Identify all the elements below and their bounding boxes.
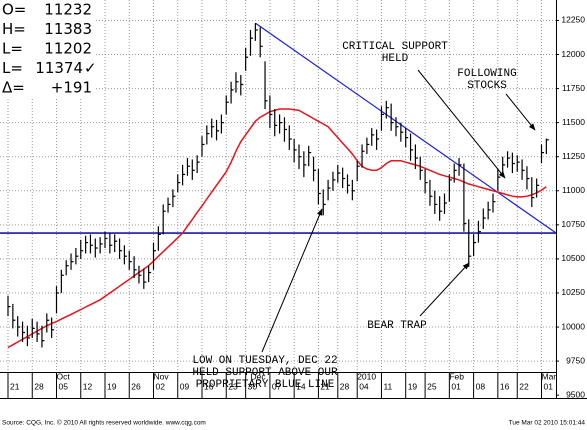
x-tick-label: 21	[320, 381, 330, 391]
month-label: Mar	[542, 371, 557, 381]
x-tick-label: 30	[248, 381, 258, 391]
info-label: Δ=	[2, 79, 25, 97]
x-tick-label: 12	[83, 381, 93, 391]
annotation: HELD	[382, 53, 409, 65]
x-tick-label: 22	[519, 381, 529, 391]
info-value: 11374	[35, 59, 83, 77]
y-tick-label: 11500	[562, 117, 585, 127]
info-flag: ✓	[84, 59, 97, 77]
arrow	[505, 93, 536, 131]
y-tick-label: 10500	[561, 253, 585, 263]
x-tick-label: 11	[383, 381, 392, 391]
info-value: 11232	[44, 1, 92, 19]
timestamp: Tue Mar 02 2010 15:01:44	[509, 420, 586, 427]
annotation: BEAR TRAP	[367, 320, 427, 332]
x-tick-label: 07	[272, 381, 282, 391]
x-tick-label: 26	[131, 381, 141, 391]
annotation: PROPRIETARY BLUE LINE	[196, 379, 335, 391]
info-value: +191	[51, 79, 92, 97]
y-tick-label: 10000	[561, 321, 585, 331]
x-tick-label: 16	[500, 381, 510, 391]
plot	[0, 22, 557, 349]
arrow	[261, 208, 323, 353]
annotation: CRITICAL SUPPORT	[342, 41, 448, 53]
month-label: Oct	[57, 371, 71, 381]
labels: 9500975010000102501050010750110001125011…	[10, 15, 585, 400]
annotation: HELD SUPPORT ABOVE OUR	[192, 367, 338, 379]
x-tick-label: 09	[180, 381, 190, 391]
annotation: LOW ON TUESDAY, DEC 22	[192, 355, 337, 367]
axes	[0, 0, 587, 399]
annotation: STOCKS	[467, 80, 507, 92]
x-tick-label: 08	[476, 381, 486, 391]
x-tick-label: 25	[427, 381, 437, 391]
arrow	[417, 69, 506, 179]
annotation: FOLLOWING	[457, 68, 516, 80]
y-tick-label: 10750	[561, 219, 585, 229]
info-label: L=	[2, 59, 23, 77]
x-tick-label: 19	[107, 381, 117, 391]
x-tick-label: 28	[340, 381, 350, 391]
y-tick-label: 10250	[561, 287, 585, 297]
x-tick-label: 23	[228, 381, 238, 391]
info: O= 11232 H= 11383 L= 11202 L= 11374 ✓ Δ= +191	[2, 1, 97, 97]
x-tick-label: 16	[204, 381, 214, 391]
month-label: Dec	[251, 371, 267, 381]
x-tick-label: 19	[408, 381, 418, 391]
month-label: Nov	[154, 371, 170, 381]
x-tick-label: 01	[544, 381, 554, 391]
x-tick-label: 21	[10, 381, 20, 391]
arrow	[419, 262, 470, 317]
y-tick-label: 11750	[562, 83, 585, 93]
y-tick-label: 11000	[562, 185, 585, 195]
y-tick-label: 12250	[561, 15, 585, 25]
info-label: H=	[2, 20, 26, 38]
month-label: 2010	[357, 371, 376, 381]
info-label: O=	[2, 1, 26, 19]
x-tick-label: 28	[34, 381, 44, 391]
x-tick-label: 02	[156, 381, 166, 391]
x-tick-label: 04	[359, 381, 369, 391]
info-label: L=	[2, 40, 23, 58]
moving-average	[7, 108, 547, 349]
y-tick-label: 9500	[566, 389, 585, 399]
info-box	[0, 0, 96, 99]
y-tick-label: 11250	[562, 151, 585, 161]
x-tick-label: 01	[451, 381, 461, 391]
info-value: 11202	[44, 40, 92, 58]
x-tick-label: 14	[296, 381, 306, 391]
source: Source: CQG, Inc. © 2010 All rights rese…	[2, 419, 206, 427]
arrows	[261, 69, 536, 353]
y-tick-label: 9750	[566, 355, 585, 365]
y-tick-label: 12000	[561, 49, 585, 59]
x-tick-label: 05	[59, 381, 69, 391]
month-label: Feb	[449, 371, 464, 381]
info-value: 11383	[44, 20, 92, 38]
